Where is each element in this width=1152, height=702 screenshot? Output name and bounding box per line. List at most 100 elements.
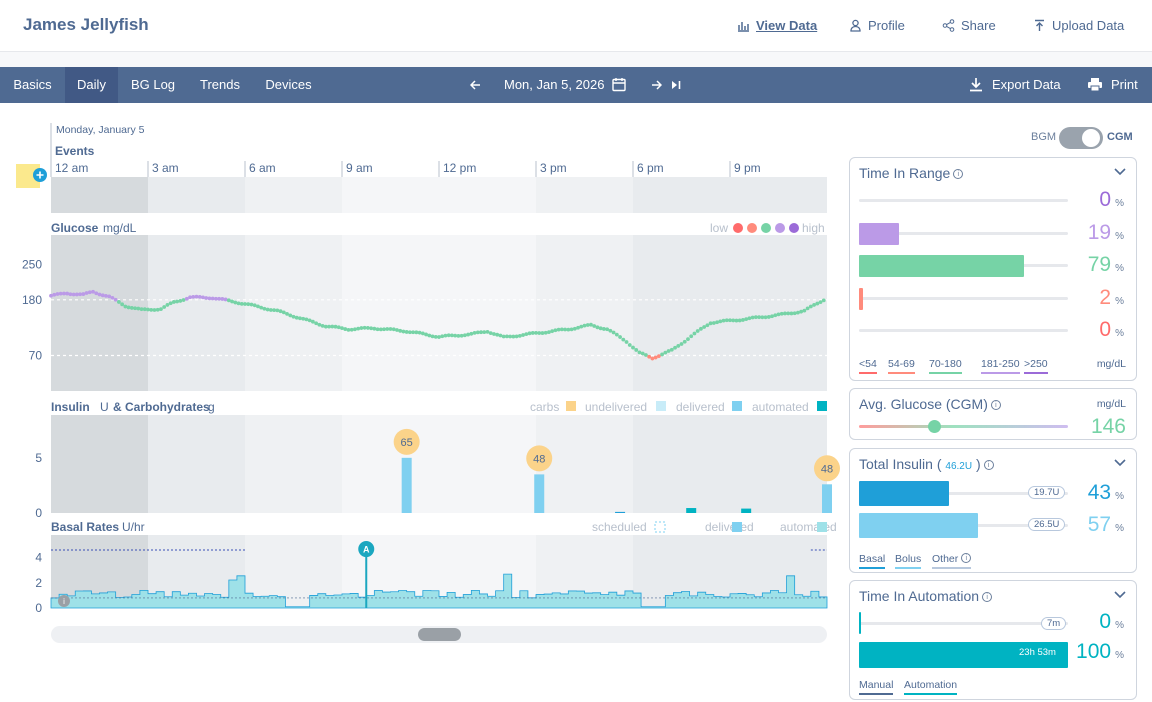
automation-legend-item: Manual bbox=[859, 679, 894, 695]
cgm-reading bbox=[49, 293, 53, 298]
view-data-label: View Data bbox=[756, 18, 818, 33]
download-icon[interactable] bbox=[969, 77, 983, 92]
glucose-legend-dot bbox=[733, 223, 743, 233]
toggle-switch[interactable] bbox=[1059, 127, 1103, 149]
cgm-reading bbox=[113, 297, 118, 302]
cgm-reading bbox=[650, 356, 655, 361]
scrollbar-thumb[interactable] bbox=[418, 628, 461, 641]
cgm-reading bbox=[763, 315, 768, 320]
tir-value: 19 bbox=[1087, 220, 1112, 244]
time-band bbox=[536, 415, 633, 513]
tab-devices[interactable]: Devices bbox=[265, 77, 312, 92]
bolus-bar[interactable] bbox=[401, 457, 412, 513]
share-icon bbox=[942, 19, 955, 32]
cgm-reading bbox=[236, 301, 241, 306]
info-icon[interactable]: i bbox=[983, 460, 994, 470]
tir-value: 0 bbox=[1099, 188, 1112, 211]
tir-legend-item: 54-69 bbox=[888, 358, 915, 374]
cgm-reading bbox=[249, 302, 254, 307]
cgm-reading bbox=[482, 330, 487, 335]
avg-glucose-card: Avg. Glucose (CGM) i mg/dL 146 bbox=[849, 388, 1137, 440]
insulin-amount-badge: 19.7U bbox=[1028, 486, 1066, 499]
cgm-reading bbox=[207, 296, 212, 301]
cgm-reading bbox=[676, 344, 681, 348]
cgm-reading bbox=[181, 298, 186, 302]
arrow-left-icon[interactable] bbox=[470, 80, 481, 90]
cgm-reading bbox=[184, 296, 189, 301]
print-button[interactable]: Print bbox=[1111, 77, 1138, 92]
daily-chart: Monday, January 5 12 am 3 am 6 am 9 am 12 pm 3… bbox=[16, 123, 840, 615]
cgm-reading bbox=[110, 295, 115, 300]
calendar-icon[interactable] bbox=[612, 77, 626, 92]
profile-link[interactable]: Profile bbox=[849, 18, 905, 33]
cgm-reading bbox=[602, 327, 606, 331]
toggle-cgm-label: CGM bbox=[1107, 131, 1133, 143]
cgm-reading bbox=[456, 333, 461, 338]
time-band bbox=[148, 235, 245, 391]
cgm-reading bbox=[592, 324, 597, 328]
tab-daily[interactable]: Daily bbox=[65, 67, 118, 103]
tab-bg-log[interactable]: BG Log bbox=[130, 77, 176, 92]
cgm-reading bbox=[427, 333, 432, 338]
horizontal-scrollbar[interactable] bbox=[51, 626, 827, 643]
time-in-automation-card: Time In Automation i 7m 0% 23h 53m 100% Manua… bbox=[849, 580, 1137, 700]
pump-marker[interactable] bbox=[358, 541, 375, 558]
cgm-reading bbox=[71, 292, 76, 297]
bolus-bar[interactable] bbox=[686, 508, 697, 513]
cgm-reading bbox=[644, 353, 648, 357]
cgm-reading bbox=[285, 311, 289, 316]
avg-glucose-track bbox=[859, 425, 1068, 428]
carb-marker[interactable] bbox=[393, 428, 420, 455]
bolus-bar[interactable] bbox=[822, 484, 832, 513]
export-data-button[interactable]: Export Data bbox=[992, 77, 1061, 92]
cgm-reading bbox=[117, 300, 121, 304]
info-icon[interactable]: i bbox=[961, 553, 972, 563]
insulin-legend-label: automated bbox=[752, 400, 809, 414]
time-in-range-card: Time In Range i 0% 19% 79% 2% 0% <54 54-69 70-18… bbox=[849, 157, 1137, 381]
cgm-reading bbox=[634, 348, 639, 352]
glucose-legend-dot bbox=[747, 223, 757, 233]
cgm-reading bbox=[595, 325, 600, 330]
time-band bbox=[245, 235, 342, 391]
carb-grams: 48 bbox=[821, 463, 833, 475]
printer-icon[interactable] bbox=[1087, 77, 1103, 92]
date-display[interactable]: Mon, Jan 5, 2026 bbox=[504, 77, 605, 92]
events-label: Events bbox=[55, 144, 95, 158]
upload-icon bbox=[1035, 19, 1044, 31]
carb-marker[interactable] bbox=[814, 455, 840, 482]
info-icon[interactable]: i bbox=[990, 400, 1001, 410]
daily-view: Monday, January 5 12 am 3 am 6 am 9 am 12 pm 3… bbox=[0, 103, 1152, 702]
bolus-bar[interactable] bbox=[534, 474, 545, 513]
cgm-reading bbox=[369, 326, 373, 331]
tir-percent: 19% bbox=[1064, 221, 1124, 245]
info-icon[interactable]: i bbox=[982, 592, 993, 602]
cgm-reading bbox=[547, 330, 551, 334]
chevron-down-icon[interactable] bbox=[1114, 168, 1126, 176]
chevron-down-icon[interactable] bbox=[1114, 591, 1126, 599]
tab-basics[interactable]: Basics bbox=[13, 77, 52, 92]
carb-marker[interactable] bbox=[526, 445, 553, 472]
cgm-reading bbox=[566, 327, 571, 332]
tab-trends[interactable]: Trends bbox=[200, 77, 240, 92]
cgm-reading bbox=[705, 323, 710, 328]
cgm-reading bbox=[585, 323, 590, 327]
upload-data-link[interactable]: Upload Data bbox=[1033, 18, 1124, 33]
bolus-bar[interactable] bbox=[615, 511, 626, 513]
arrow-right-icon[interactable] bbox=[651, 80, 662, 90]
skip-end-icon[interactable] bbox=[671, 80, 682, 90]
cgm-reading bbox=[307, 318, 312, 323]
cgm-reading bbox=[534, 331, 538, 335]
cgm-reading bbox=[773, 313, 778, 318]
total-insulin-amount: 46.2U bbox=[945, 461, 973, 472]
cgm-reading bbox=[265, 307, 270, 312]
share-link[interactable]: Share bbox=[942, 18, 996, 33]
info-icon[interactable]: i bbox=[953, 169, 964, 179]
chevron-down-icon[interactable] bbox=[1114, 459, 1126, 467]
bgm-cgm-toggle[interactable]: BGM CGM bbox=[1031, 127, 1133, 149]
info-icon[interactable] bbox=[58, 595, 70, 607]
bolus-bar[interactable] bbox=[741, 508, 752, 513]
view-data-link[interactable]: View Data bbox=[737, 18, 817, 33]
glucose-legend-dot bbox=[775, 223, 785, 233]
cgm-reading bbox=[311, 319, 315, 324]
pump-marker-label: A bbox=[363, 545, 370, 555]
